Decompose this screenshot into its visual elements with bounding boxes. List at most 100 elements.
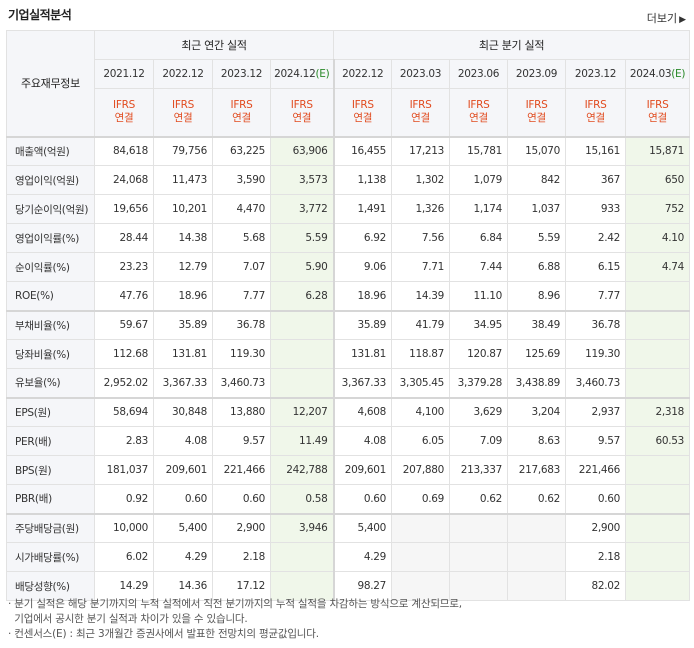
value-cell bbox=[391, 571, 451, 601]
annual-group-header: 최근 연간 실적 bbox=[93, 30, 335, 60]
value-cell bbox=[625, 512, 691, 543]
value-cell bbox=[625, 368, 691, 398]
value-cell: 2.18 bbox=[212, 542, 271, 572]
value-cell bbox=[269, 542, 335, 572]
value-cell: 6.92 bbox=[332, 223, 393, 253]
value-cell: 3,305.45 bbox=[391, 368, 451, 398]
value-cell: 6.02 bbox=[94, 542, 154, 572]
value-cell: 1,037 bbox=[507, 194, 567, 224]
value-cell: 1,174 bbox=[449, 194, 509, 224]
value-cell: 221,466 bbox=[565, 455, 627, 485]
value-cell: 7.09 bbox=[449, 426, 509, 456]
quarter-period-header: 2024.03(E) bbox=[625, 59, 691, 89]
value-cell: 6.05 bbox=[391, 426, 451, 456]
value-cell: 2,318 bbox=[625, 396, 691, 427]
value-cell: 41.79 bbox=[391, 309, 451, 340]
footnotes: · 분기 실적은 해당 분기까지의 누적 실적에서 직전 분기까지의 누적 실적… bbox=[8, 597, 462, 642]
value-cell: 118.87 bbox=[391, 339, 451, 369]
value-cell: 2,937 bbox=[565, 396, 627, 427]
value-cell: 14.38 bbox=[153, 223, 213, 253]
value-cell: 1,302 bbox=[391, 165, 451, 195]
value-cell: 242,788 bbox=[269, 455, 335, 485]
table-row: 영업이익(억원) 24,068 11,473 3,590 3,573 1,138 1,302… bbox=[6, 165, 691, 195]
row-label: 주당배당금(원) bbox=[6, 512, 95, 543]
value-cell: 15,070 bbox=[507, 135, 567, 166]
value-cell: 131.81 bbox=[332, 339, 393, 369]
value-cell: 18.96 bbox=[153, 281, 213, 311]
ifrs-basis-cell: IFRS 연결 bbox=[153, 88, 213, 137]
value-cell: 63,906 bbox=[269, 135, 335, 166]
table-row: PBR(배) 0.92 0.60 0.60 0.58 0.60 0.69 0.62 0.62 0.… bbox=[6, 484, 691, 514]
row-label: 매출액(억원) bbox=[6, 135, 95, 166]
value-cell bbox=[269, 339, 335, 369]
value-cell: 3,460.73 bbox=[565, 368, 627, 398]
value-cell: 209,601 bbox=[332, 455, 393, 485]
ifrs-basis-cell: IFRS 연결 bbox=[212, 88, 271, 137]
value-cell: 59.67 bbox=[94, 309, 154, 340]
annual-period-header: 2024.12(E) bbox=[269, 59, 335, 89]
value-cell bbox=[625, 571, 691, 601]
value-cell: 60.53 bbox=[625, 426, 691, 456]
ifrs-basis-cell: IFRS 연결 bbox=[507, 88, 567, 137]
value-cell: 35.89 bbox=[153, 309, 213, 340]
value-cell: 2.18 bbox=[565, 542, 627, 572]
value-cell: 207,880 bbox=[391, 455, 451, 485]
value-cell: 181,037 bbox=[94, 455, 154, 485]
value-cell: 5.59 bbox=[507, 223, 567, 253]
value-cell: 34.95 bbox=[449, 309, 509, 340]
value-cell: 6.15 bbox=[565, 252, 627, 282]
value-cell: 119.30 bbox=[212, 339, 271, 369]
ifrs-basis-cell: IFRS 연결 bbox=[449, 88, 509, 137]
value-cell bbox=[269, 368, 335, 398]
value-cell: 4.10 bbox=[625, 223, 691, 253]
financial-table: 주요재무정보 최근 연간 실적 최근 분기 실적 2021.12 2022.12 2… bbox=[6, 30, 691, 601]
ifrs-basis-cell: IFRS 연결 bbox=[625, 88, 691, 137]
value-cell: 82.02 bbox=[565, 571, 627, 601]
table-row: 유보율(%) 2,952.02 3,367.33 3,460.73 3,367.33 3,… bbox=[6, 368, 691, 398]
value-cell: 12,207 bbox=[269, 396, 335, 427]
value-cell: 367 bbox=[565, 165, 627, 195]
value-cell: 1,138 bbox=[332, 165, 393, 195]
table-row: 시가배당률(%) 6.02 4.29 2.18 4.29 2.18 bbox=[6, 542, 691, 572]
more-link[interactable]: 더보기 ▶ bbox=[647, 10, 686, 26]
value-cell: 11.10 bbox=[449, 281, 509, 311]
value-cell: 125.69 bbox=[507, 339, 567, 369]
value-cell: 7.71 bbox=[391, 252, 451, 282]
value-cell: 5,400 bbox=[332, 512, 393, 543]
value-cell bbox=[449, 512, 509, 543]
value-cell bbox=[507, 512, 567, 543]
value-cell bbox=[449, 542, 509, 572]
row-label: 배당성향(%) bbox=[6, 571, 95, 601]
value-cell bbox=[449, 571, 509, 601]
value-cell: 2.83 bbox=[94, 426, 154, 456]
chevron-right-icon: ▶ bbox=[679, 15, 686, 25]
value-cell: 11.49 bbox=[269, 426, 335, 456]
value-cell: 24,068 bbox=[94, 165, 154, 195]
value-cell: 79,756 bbox=[153, 135, 213, 166]
value-cell: 6.88 bbox=[507, 252, 567, 282]
value-cell: 98.27 bbox=[332, 571, 393, 601]
row-label: 순이익률(%) bbox=[6, 252, 95, 282]
value-cell: 35.89 bbox=[332, 309, 393, 340]
value-cell: 8.96 bbox=[507, 281, 567, 311]
footnote: 기업에서 공시한 분기 실적과 차이가 있을 수 있습니다. bbox=[8, 613, 248, 625]
row-label: 영업이익(억원) bbox=[6, 165, 95, 195]
value-cell bbox=[507, 542, 567, 572]
value-cell: 0.60 bbox=[153, 484, 213, 514]
value-cell: 6.28 bbox=[269, 281, 335, 311]
value-cell: 38.49 bbox=[507, 309, 567, 340]
value-cell bbox=[625, 309, 691, 340]
value-cell: 18.96 bbox=[332, 281, 393, 311]
value-cell bbox=[391, 512, 451, 543]
more-label: 더보기 bbox=[646, 12, 678, 25]
annual-period-header: 2021.12 bbox=[94, 59, 154, 89]
value-cell: 58,694 bbox=[94, 396, 154, 427]
row-label: PER(배) bbox=[6, 426, 95, 456]
value-cell bbox=[625, 484, 691, 514]
ifrs-basis-cell: IFRS 연결 bbox=[332, 88, 393, 137]
row-label: 유보율(%) bbox=[6, 368, 95, 398]
table-row: EPS(원) 58,694 30,848 13,880 12,207 4,608 4,100… bbox=[6, 396, 691, 427]
footnote: · 컨센서스(E) : 최근 3개월간 증권사에서 발표한 전망치의 평균값입니… bbox=[8, 628, 319, 640]
value-cell: 1,491 bbox=[332, 194, 393, 224]
value-cell: 3,438.89 bbox=[507, 368, 567, 398]
